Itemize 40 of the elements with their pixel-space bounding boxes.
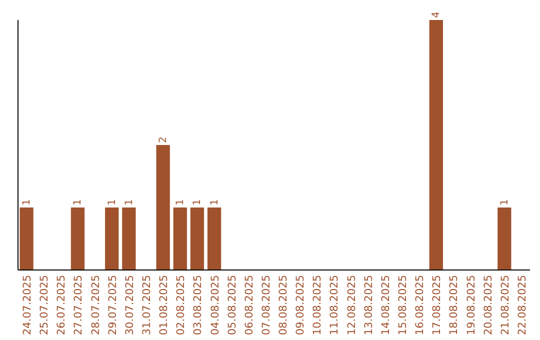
x-tick-label: 14.08.2025	[380, 275, 392, 336]
x-tick-label: 01.08.2025	[158, 275, 170, 336]
x-tick-label: 10.08.2025	[312, 275, 324, 336]
x-tick-label: 31.07.2025	[141, 275, 153, 336]
x-tick-label: 26.07.2025	[56, 275, 68, 336]
x-tick-label: 19.08.2025	[465, 275, 478, 336]
x-tick-label: 22.08.2025	[516, 275, 528, 336]
x-tick-label: 04.08.2025	[209, 275, 222, 336]
x-tick-label: 15.08.2025	[397, 275, 409, 336]
x-tick-label: 05.08.2025	[226, 275, 238, 336]
data-label: 4	[431, 12, 442, 18]
data-label: 1	[106, 199, 118, 206]
x-tick-label: 06.08.2025	[243, 275, 256, 336]
x-tick-label: 07.08.2025	[260, 275, 272, 336]
x-tick-label: 29.07.2025	[106, 275, 119, 336]
x-tick-label: 18.08.2025	[448, 275, 460, 336]
x-tick-label: 02.08.2025	[175, 275, 188, 336]
x-tick-label: 11.08.2025	[328, 275, 341, 336]
x-tick-label: 25.07.2025	[38, 275, 51, 336]
x-tick-label: 08.08.2025	[278, 275, 290, 336]
x-tick-label: 21.08.2025	[499, 275, 512, 336]
data-label: 1	[499, 199, 510, 206]
data-label: 1	[209, 199, 220, 206]
x-tick-label: 24.07.2025	[22, 275, 34, 336]
x-tick-label: 03.08.2025	[192, 275, 204, 336]
x-tick-label: 27.07.2025	[72, 275, 85, 336]
x-tick-label: 09.08.2025	[294, 275, 307, 336]
data-label: 1	[124, 199, 135, 206]
x-tick-label: 16.08.2025	[414, 275, 426, 336]
x-tick-label: 28.07.2025	[90, 275, 102, 336]
x-tick-label: 13.08.2025	[362, 275, 375, 336]
data-label: 1	[175, 199, 186, 206]
data-label: 1	[22, 199, 33, 206]
data-label: 1	[192, 199, 204, 206]
x-tick-label: 20.08.2025	[482, 275, 494, 336]
data-label: 1	[72, 199, 84, 206]
x-tick-label: 30.07.2025	[124, 275, 136, 336]
data-label: 2	[158, 136, 170, 143]
x-tick-label: 12.08.2025	[346, 275, 358, 336]
x-tick-label: 17.08.2025	[431, 275, 444, 336]
